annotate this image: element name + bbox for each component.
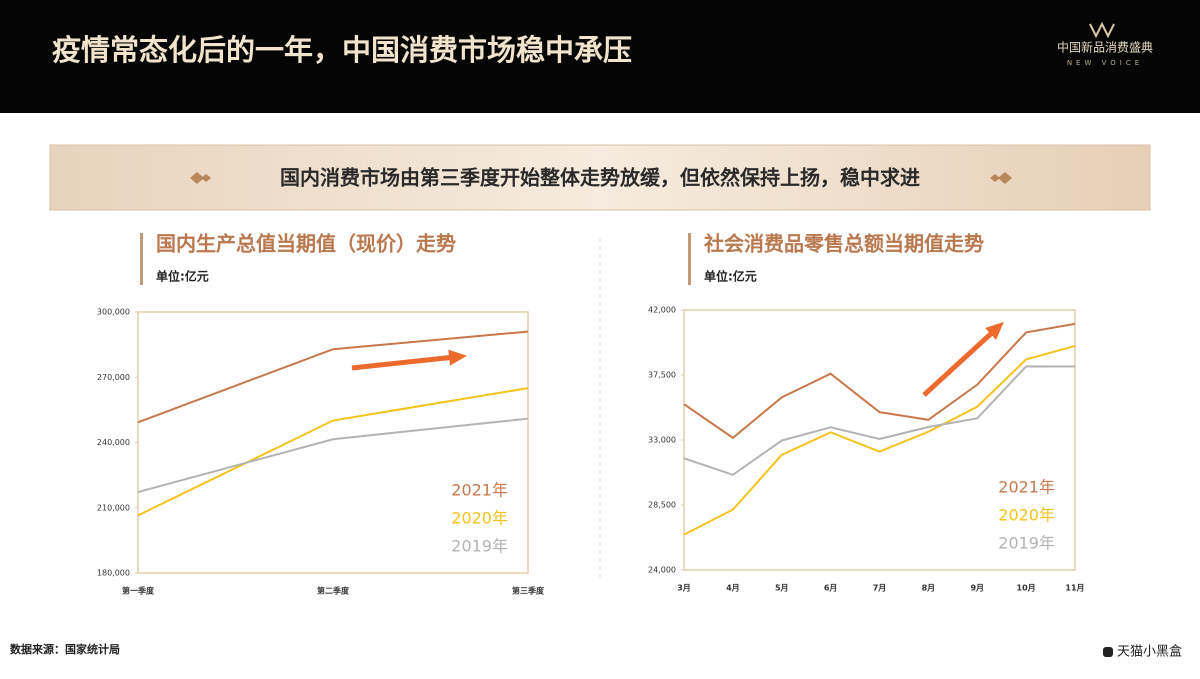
x-tick-label: 9月 — [970, 584, 984, 593]
x-tick-label: 第三季度 — [512, 586, 545, 596]
legend-entry: 2019年 — [998, 534, 1055, 553]
x-tick-label: 7月 — [873, 584, 887, 593]
y-tick-label: 270,000 — [97, 373, 130, 382]
chart-title: 国内生产总值当期值（现价）走势 — [156, 232, 456, 256]
legend-entry: 2021年 — [451, 481, 508, 500]
x-tick-label: 第一季度 — [122, 586, 155, 596]
legend-entry: 2020年 — [998, 506, 1055, 525]
x-tick-label: 第二季度 — [317, 586, 350, 596]
x-tick-label: 10月 — [1017, 584, 1036, 593]
banner-box — [49, 144, 1151, 211]
title-accent — [140, 233, 143, 285]
y-tick-label: 28,500 — [648, 501, 676, 510]
trend-arrow — [351, 354, 456, 371]
logo-sub: NEW VOICE — [1067, 59, 1143, 67]
banner-text: 国内消费市场由第三季度开始整体走势放缓，但依然保持上扬，稳中求进 — [280, 166, 920, 190]
legend-entry: 2019年 — [451, 537, 508, 556]
y-tick-label: 33,000 — [648, 436, 676, 445]
series-line — [137, 387, 529, 517]
chart-subtitle: 单位:亿元 — [156, 269, 209, 284]
y-tick-label: 42,000 — [648, 306, 676, 315]
trend-arrow — [922, 328, 997, 397]
chart-title: 社会消费品零售总额当期值走势 — [703, 232, 984, 256]
x-tick-label: 11月 — [1065, 584, 1084, 593]
header-title: 疫情常态化后的一年，中国消费市场稳中承压 — [52, 33, 632, 67]
logo-mark — [1089, 21, 1115, 39]
y-tick-label: 240,000 — [97, 438, 130, 447]
trend-arrow-head — [985, 321, 1004, 340]
series-line — [137, 417, 529, 494]
series-line — [683, 365, 1076, 476]
y-tick-label: 37,500 — [648, 371, 676, 380]
header-bar — [0, 0, 1200, 113]
brand: 天猫小黑盒 — [1117, 644, 1182, 660]
x-tick-label: 8月 — [922, 584, 936, 593]
trend-arrow-head — [448, 349, 467, 366]
series-line — [137, 330, 529, 424]
y-tick-label: 300,000 — [97, 308, 130, 317]
series-line — [683, 322, 1076, 440]
y-tick-label: 180,000 — [97, 569, 130, 578]
title-accent — [688, 233, 691, 285]
y-tick-label: 24,000 — [648, 566, 676, 575]
x-tick-label: 5月 — [775, 584, 789, 593]
y-tick-label: 210,000 — [97, 503, 130, 512]
chart-subtitle: 单位:亿元 — [704, 269, 757, 284]
x-tick-label: 6月 — [824, 584, 838, 593]
logo-text: 中国新品消费盛典 — [1057, 40, 1153, 55]
brand-icon — [1103, 647, 1113, 657]
x-tick-label: 4月 — [726, 584, 740, 593]
plot-frame — [137, 311, 529, 574]
legend-entry: 2020年 — [451, 509, 508, 528]
x-tick-label: 3月 — [677, 584, 691, 593]
source: 数据来源：国家统计局 — [10, 642, 120, 656]
banner-diamonds — [190, 172, 1012, 184]
legend-entry: 2021年 — [998, 478, 1055, 497]
series-line — [683, 345, 1076, 536]
